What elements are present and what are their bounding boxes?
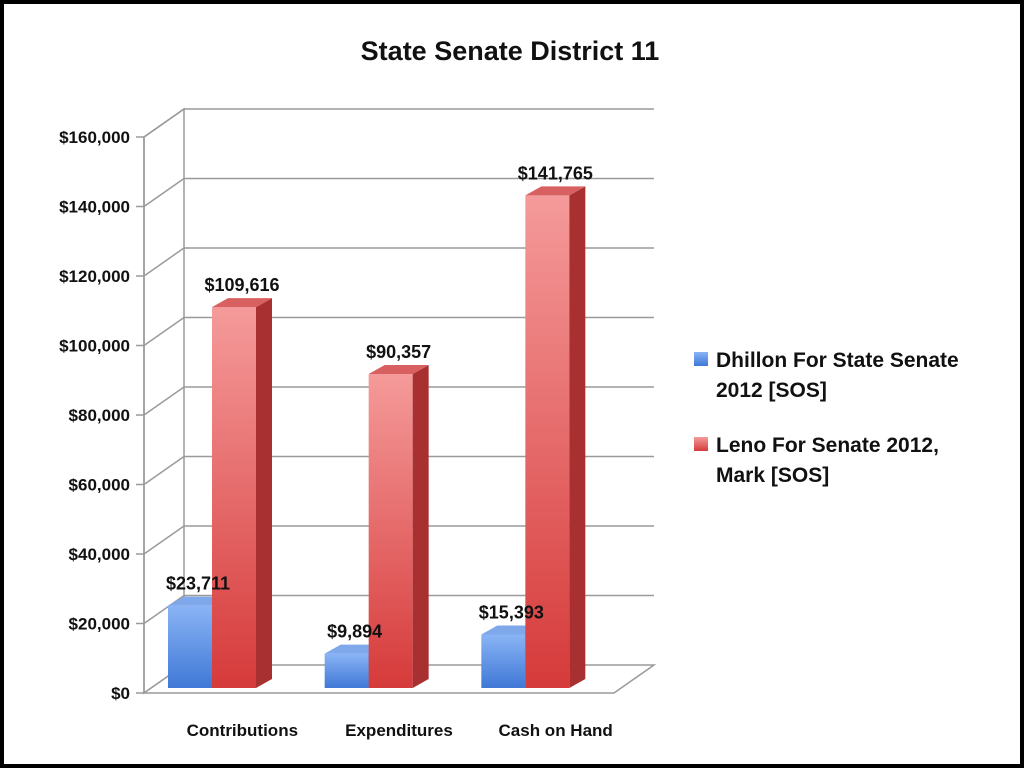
category-label-cash-on-hand: Cash on Hand: [499, 721, 613, 740]
bar-side-contributions-leno: [256, 298, 272, 688]
category-label-contributions: Contributions: [187, 721, 298, 740]
data-label-contributions-dhillon: $23,711: [166, 574, 230, 594]
bar-side-expenditures-leno: [412, 365, 429, 688]
chart-frame: State Senate District 11 $0 $20,000 $40,00…: [4, 4, 1020, 764]
bars: [168, 186, 586, 688]
bar-front-expenditures-dhillon: [324, 653, 369, 688]
y-axis-tick-labels: $0 $20,000 $40,000 $60,000 $80,000 $100,000 $1…: [59, 128, 130, 703]
legend-label-leno-line2: Mark [SOS]: [716, 464, 829, 487]
data-labels: $23,711 $109,616 $9,894 $90,357 $15,393 $141,…: [166, 163, 593, 641]
category-labels: Contributions Expenditures Cash on Hand: [187, 721, 613, 740]
bar-front-expenditures-leno: [368, 374, 413, 688]
y-tick-label: $40,000: [69, 545, 130, 564]
y-tick-label: $100,000: [59, 337, 130, 356]
gridlines: [136, 108, 654, 694]
gridline: [143, 594, 654, 625]
data-label-expenditures-dhillon: $9,894: [327, 622, 382, 642]
y-tick-label: $160,000: [59, 128, 130, 147]
bar-front-cash-on-hand-leno: [525, 195, 570, 688]
y-tick-label: $60,000: [69, 476, 130, 495]
legend-label-dhillon-line1: Dhillon For State Senate: [716, 349, 959, 372]
y-tick-label: $120,000: [59, 267, 130, 286]
bar-chart: State Senate District 11 $0 $20,000 $40,00…: [59, 36, 959, 740]
data-label-expenditures-leno: $90,357: [366, 342, 431, 362]
bar-cash-on-hand-leno: [525, 186, 586, 688]
bar-top-expenditures-leno: [368, 365, 429, 375]
legend-label-dhillon-line2: 2012 [SOS]: [716, 379, 827, 402]
data-label-cash-on-hand-leno: $141,765: [518, 163, 593, 183]
gridline: [143, 108, 654, 138]
gridline: [143, 386, 654, 416]
chart-title: State Senate District 11: [361, 36, 660, 66]
bar-top-cash-on-hand-leno: [525, 186, 586, 196]
category-label-expenditures: Expenditures: [345, 721, 453, 740]
data-label-contributions-leno: $109,616: [204, 275, 279, 295]
gridline: [143, 525, 654, 555]
bar-expenditures-leno: [368, 365, 429, 688]
legend: Dhillon For State Senate 2012 [SOS] Leno…: [694, 349, 959, 487]
bar-contributions-leno: [212, 298, 272, 688]
bar-side-cash-on-hand-leno: [569, 186, 586, 688]
y-tick-label: $140,000: [59, 198, 130, 217]
legend-label-leno-line1: Leno For Senate 2012,: [716, 434, 939, 457]
legend-item-dhillon: Dhillon For State Senate 2012 [SOS]: [694, 349, 959, 402]
legend-swatch-dhillon: [694, 352, 708, 366]
bar-front-cash-on-hand-dhillon: [481, 634, 526, 688]
data-label-cash-on-hand-dhillon: $15,393: [479, 603, 544, 623]
legend-swatch-leno: [694, 437, 708, 451]
gridline: [143, 177, 654, 208]
y-tick-label: $0: [111, 684, 130, 703]
gridline: [143, 455, 654, 486]
y-tick-label: $20,000: [69, 615, 130, 634]
bar-front-contributions-dhillon: [168, 605, 212, 688]
gridline: [143, 316, 654, 347]
gridline: [143, 247, 654, 277]
bar-top-contributions-leno: [212, 298, 272, 308]
bar-front-contributions-leno: [212, 307, 256, 688]
y-tick-label: $80,000: [69, 406, 130, 425]
legend-item-leno: Leno For Senate 2012, Mark [SOS]: [694, 434, 939, 487]
